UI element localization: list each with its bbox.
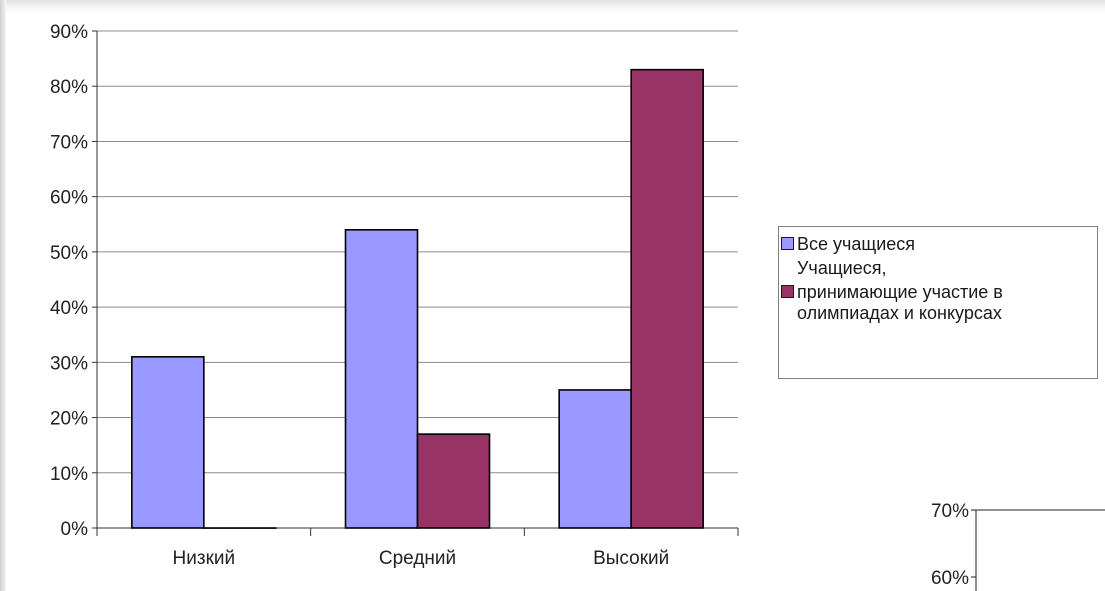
bar-all-students [344,229,419,529]
bar-olympiad-students [416,433,491,529]
y-tick-label: 80% [50,77,88,98]
legend-label-all-students: Все учащиеся [797,234,916,254]
bar-all-students [558,389,632,529]
bar-all-students [131,356,205,529]
bar-olympiad-students [630,68,704,529]
window-frame-edge [0,0,6,591]
y-tick-label: 60% [50,188,88,209]
y-tick-label: 70% [50,132,88,153]
x-tick-label: Средний [379,548,456,569]
y-tick-label: 40% [50,298,88,319]
y-tick-label: 0% [61,519,89,540]
y-tick-label: 30% [50,353,88,374]
chart-legend: Все учащиеся Учащиеся, принимающие участ… [778,226,1098,379]
second-chart-tick-label: 60% [931,568,969,589]
legend-swatch-blue [781,237,794,250]
legend-label-olympiad-line1: Учащиеся, [797,258,887,278]
y-tick-label: 20% [50,409,88,430]
legend-label-olympiad-rest: принимающие участие в олимпиадах и конку… [797,282,1003,323]
x-tick-label: Высокий [593,548,669,569]
y-tick-label: 10% [50,464,88,485]
y-tick-label: 90% [50,22,88,43]
x-tick-label: Низкий [173,548,236,569]
second-chart-tick-label: 70% [931,501,969,522]
legend-swatch-maroon [781,285,794,298]
y-tick-label: 50% [50,243,88,264]
